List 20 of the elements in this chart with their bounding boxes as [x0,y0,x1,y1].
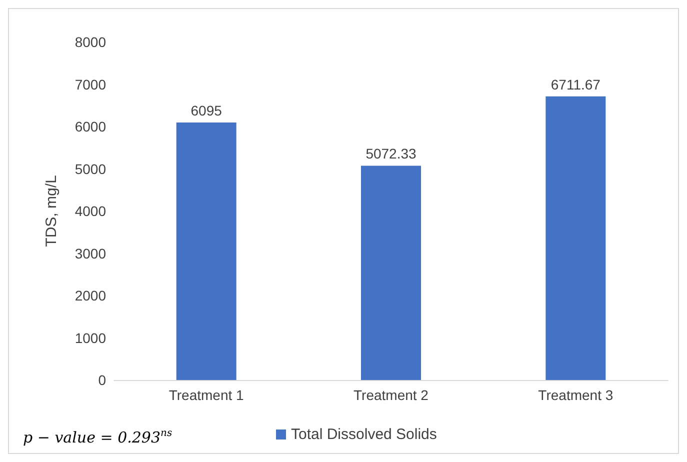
y-tick-label: 8000 [74,34,106,50]
y-axis-title: TDS, mg/L [43,175,60,247]
x-tick-label: Treatment 1 [168,387,244,403]
bar [176,122,236,380]
bar [361,166,421,380]
data-label: 6095 [190,102,222,118]
y-tick-label: 7000 [74,76,106,92]
y-tick-label: 6000 [74,118,106,134]
y-tick-label: 2000 [74,288,106,304]
x-tick-label: Treatment 3 [538,387,614,403]
y-tick-label: 3000 [74,245,106,262]
y-tick-label: 1000 [74,330,106,346]
x-tick-label: Treatment 2 [354,387,429,403]
y-tick-label: 4000 [74,203,106,219]
bar [546,96,606,380]
data-label: 5072.33 [366,146,417,162]
y-tick-label: 0 [98,372,106,388]
legend-label: Total Dissolved Solids [291,426,437,443]
data-label: 6711.67 [550,76,601,92]
y-tick-label: 5000 [74,160,106,177]
